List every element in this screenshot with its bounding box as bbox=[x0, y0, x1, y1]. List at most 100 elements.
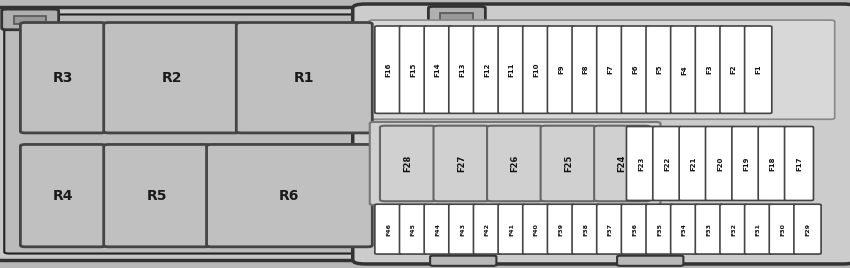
Text: F16: F16 bbox=[385, 62, 392, 77]
Text: F17: F17 bbox=[796, 156, 802, 171]
Text: R3: R3 bbox=[53, 71, 73, 85]
FancyBboxPatch shape bbox=[572, 26, 599, 113]
FancyBboxPatch shape bbox=[523, 26, 550, 113]
Text: F15: F15 bbox=[410, 62, 416, 77]
Text: F36: F36 bbox=[632, 223, 638, 236]
FancyBboxPatch shape bbox=[695, 204, 722, 254]
Text: F27: F27 bbox=[457, 155, 466, 172]
FancyBboxPatch shape bbox=[769, 204, 796, 254]
FancyBboxPatch shape bbox=[428, 6, 485, 27]
Text: R2: R2 bbox=[162, 71, 182, 85]
FancyBboxPatch shape bbox=[207, 144, 372, 247]
FancyBboxPatch shape bbox=[626, 126, 655, 200]
FancyBboxPatch shape bbox=[2, 9, 59, 30]
FancyBboxPatch shape bbox=[597, 204, 624, 254]
FancyBboxPatch shape bbox=[745, 204, 772, 254]
FancyBboxPatch shape bbox=[745, 26, 772, 113]
Text: F32: F32 bbox=[731, 223, 736, 236]
Text: F44: F44 bbox=[435, 223, 440, 236]
FancyBboxPatch shape bbox=[400, 26, 427, 113]
FancyBboxPatch shape bbox=[621, 204, 649, 254]
FancyBboxPatch shape bbox=[449, 204, 476, 254]
Text: F7: F7 bbox=[607, 65, 614, 75]
FancyBboxPatch shape bbox=[473, 26, 501, 113]
FancyBboxPatch shape bbox=[370, 122, 660, 205]
FancyBboxPatch shape bbox=[794, 204, 821, 254]
Text: F6: F6 bbox=[632, 65, 638, 75]
Text: F19: F19 bbox=[743, 156, 750, 171]
FancyBboxPatch shape bbox=[4, 14, 371, 254]
Text: F25: F25 bbox=[564, 155, 573, 172]
Text: F20: F20 bbox=[717, 156, 723, 171]
Text: F13: F13 bbox=[459, 62, 466, 77]
Text: F46: F46 bbox=[386, 223, 391, 236]
Text: F24: F24 bbox=[618, 155, 626, 172]
FancyBboxPatch shape bbox=[706, 126, 734, 200]
Text: F31: F31 bbox=[756, 223, 761, 236]
FancyBboxPatch shape bbox=[523, 204, 550, 254]
FancyBboxPatch shape bbox=[380, 126, 436, 201]
Text: R5: R5 bbox=[146, 189, 167, 203]
FancyBboxPatch shape bbox=[473, 204, 501, 254]
FancyBboxPatch shape bbox=[671, 26, 698, 113]
Text: F29: F29 bbox=[805, 223, 810, 236]
FancyBboxPatch shape bbox=[597, 26, 624, 113]
FancyBboxPatch shape bbox=[353, 4, 850, 264]
Bar bbox=[440, 13, 473, 21]
FancyBboxPatch shape bbox=[369, 20, 835, 119]
Text: F18: F18 bbox=[769, 156, 776, 171]
FancyBboxPatch shape bbox=[375, 204, 402, 254]
FancyBboxPatch shape bbox=[400, 204, 427, 254]
Text: F38: F38 bbox=[583, 223, 588, 236]
Text: F9: F9 bbox=[558, 65, 564, 75]
Text: F45: F45 bbox=[411, 223, 416, 236]
FancyBboxPatch shape bbox=[498, 26, 525, 113]
FancyBboxPatch shape bbox=[732, 126, 761, 200]
Text: R4: R4 bbox=[53, 189, 73, 203]
Text: F10: F10 bbox=[533, 62, 540, 77]
Text: F37: F37 bbox=[608, 223, 613, 236]
Text: F4: F4 bbox=[681, 65, 688, 75]
FancyBboxPatch shape bbox=[758, 126, 787, 200]
Text: F43: F43 bbox=[460, 223, 465, 236]
FancyBboxPatch shape bbox=[646, 26, 673, 113]
Bar bbox=[14, 16, 46, 24]
FancyBboxPatch shape bbox=[434, 126, 490, 201]
Text: F26: F26 bbox=[511, 155, 519, 172]
Text: F21: F21 bbox=[690, 156, 697, 171]
FancyBboxPatch shape bbox=[104, 144, 210, 247]
FancyBboxPatch shape bbox=[424, 204, 451, 254]
Text: F11: F11 bbox=[508, 62, 515, 77]
FancyBboxPatch shape bbox=[572, 204, 599, 254]
FancyBboxPatch shape bbox=[720, 26, 747, 113]
Text: F35: F35 bbox=[657, 223, 662, 236]
Text: F41: F41 bbox=[509, 223, 514, 236]
FancyBboxPatch shape bbox=[695, 26, 722, 113]
FancyBboxPatch shape bbox=[671, 204, 698, 254]
Text: R1: R1 bbox=[294, 71, 314, 85]
Text: F30: F30 bbox=[780, 223, 785, 236]
FancyBboxPatch shape bbox=[617, 256, 683, 266]
FancyBboxPatch shape bbox=[20, 23, 105, 133]
FancyBboxPatch shape bbox=[236, 23, 372, 133]
Text: F1: F1 bbox=[755, 65, 762, 75]
Text: F34: F34 bbox=[682, 223, 687, 236]
Text: F28: F28 bbox=[404, 155, 412, 172]
Text: F22: F22 bbox=[664, 156, 671, 171]
FancyBboxPatch shape bbox=[679, 126, 708, 200]
FancyBboxPatch shape bbox=[498, 204, 525, 254]
FancyBboxPatch shape bbox=[547, 26, 575, 113]
FancyBboxPatch shape bbox=[375, 26, 402, 113]
Text: F3: F3 bbox=[706, 65, 712, 75]
Text: F5: F5 bbox=[656, 65, 663, 75]
Text: F14: F14 bbox=[434, 62, 441, 77]
FancyBboxPatch shape bbox=[20, 144, 105, 247]
Text: F23: F23 bbox=[638, 156, 644, 171]
Text: R6: R6 bbox=[280, 189, 299, 203]
FancyBboxPatch shape bbox=[104, 23, 240, 133]
FancyBboxPatch shape bbox=[449, 26, 476, 113]
FancyBboxPatch shape bbox=[785, 126, 813, 200]
FancyBboxPatch shape bbox=[720, 204, 747, 254]
FancyBboxPatch shape bbox=[487, 126, 543, 201]
FancyBboxPatch shape bbox=[0, 8, 382, 260]
